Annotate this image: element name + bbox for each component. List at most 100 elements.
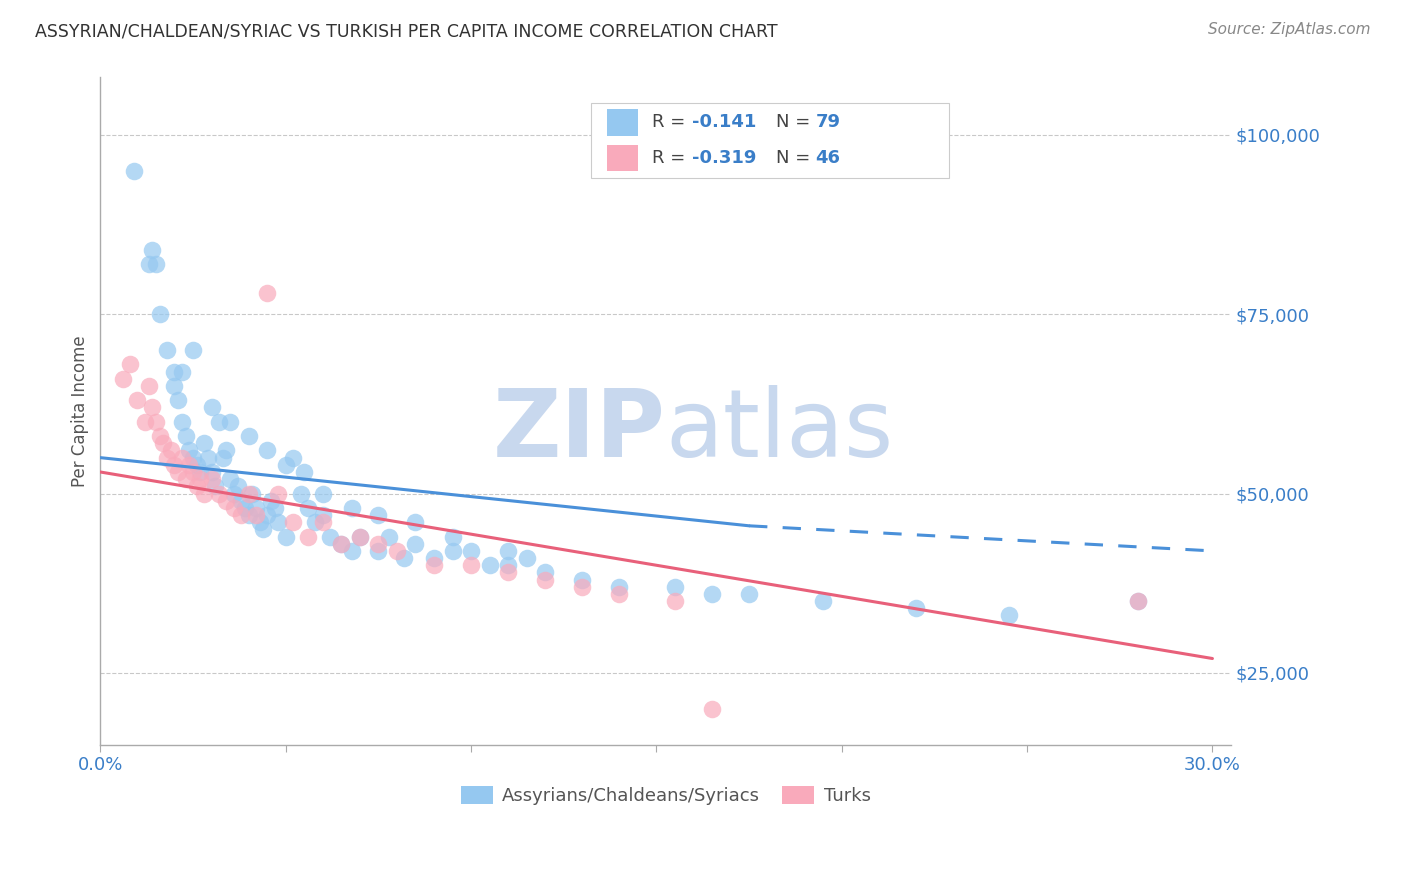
Point <box>252 522 274 536</box>
Point <box>170 365 193 379</box>
Point <box>367 508 389 522</box>
Point <box>163 365 186 379</box>
Point <box>260 493 283 508</box>
Point <box>138 379 160 393</box>
Point <box>138 257 160 271</box>
Point <box>156 343 179 357</box>
Point <box>208 415 231 429</box>
Point <box>312 508 335 522</box>
Point <box>571 580 593 594</box>
Point <box>200 472 222 486</box>
Point <box>208 486 231 500</box>
Point <box>342 500 364 515</box>
Point <box>319 530 342 544</box>
Point <box>496 558 519 573</box>
Text: Source: ZipAtlas.com: Source: ZipAtlas.com <box>1208 22 1371 37</box>
Point <box>219 472 242 486</box>
Point <box>238 486 260 500</box>
Point <box>349 530 371 544</box>
Point <box>170 450 193 465</box>
Point <box>441 530 464 544</box>
Point <box>312 486 335 500</box>
Text: 46: 46 <box>815 149 841 167</box>
Point <box>215 493 238 508</box>
Point <box>186 458 208 472</box>
Point <box>238 508 260 522</box>
Point <box>170 415 193 429</box>
Text: R =: R = <box>652 149 692 167</box>
Point <box>607 580 630 594</box>
Text: atlas: atlas <box>665 385 894 477</box>
Point <box>516 551 538 566</box>
Point <box>156 450 179 465</box>
Point <box>233 500 256 515</box>
Point <box>267 515 290 529</box>
Point <box>378 530 401 544</box>
Point <box>179 458 201 472</box>
Point <box>226 479 249 493</box>
Point <box>245 508 267 522</box>
Point <box>700 702 723 716</box>
Point <box>664 594 686 608</box>
Point <box>441 544 464 558</box>
Point <box>290 486 312 500</box>
Point <box>141 243 163 257</box>
Point <box>274 530 297 544</box>
Legend: Assyrians/Chaldeans/Syriacs, Turks: Assyrians/Chaldeans/Syriacs, Turks <box>454 779 877 813</box>
Text: N =: N = <box>776 113 815 131</box>
Point <box>664 580 686 594</box>
Text: N =: N = <box>776 149 815 167</box>
Text: 79: 79 <box>815 113 841 131</box>
Point <box>496 544 519 558</box>
Point <box>904 601 927 615</box>
Point <box>423 551 446 566</box>
Text: ASSYRIAN/CHALDEAN/SYRIAC VS TURKISH PER CAPITA INCOME CORRELATION CHART: ASSYRIAN/CHALDEAN/SYRIAC VS TURKISH PER … <box>35 22 778 40</box>
Point <box>231 508 253 522</box>
Point <box>367 537 389 551</box>
Point <box>149 307 172 321</box>
Point <box>240 486 263 500</box>
Point <box>571 573 593 587</box>
Point <box>174 472 197 486</box>
Point <box>274 458 297 472</box>
Point <box>700 587 723 601</box>
Point <box>118 358 141 372</box>
Point <box>385 544 408 558</box>
Point <box>122 163 145 178</box>
Point <box>342 544 364 558</box>
Point <box>163 458 186 472</box>
Point <box>404 537 426 551</box>
Point <box>312 515 335 529</box>
Point <box>297 530 319 544</box>
Point <box>193 486 215 500</box>
Point <box>190 472 212 486</box>
Point <box>174 429 197 443</box>
Point <box>181 450 204 465</box>
Point <box>330 537 353 551</box>
Point <box>222 486 245 500</box>
Point <box>256 508 278 522</box>
Point <box>534 566 557 580</box>
Point <box>197 450 219 465</box>
Point <box>152 436 174 450</box>
Point <box>423 558 446 573</box>
Point <box>215 443 238 458</box>
Point <box>159 443 181 458</box>
Point <box>219 415 242 429</box>
Point <box>211 450 233 465</box>
Point <box>367 544 389 558</box>
Point <box>145 415 167 429</box>
Point <box>304 515 326 529</box>
Text: R =: R = <box>652 113 692 131</box>
Point <box>222 500 245 515</box>
Point <box>404 515 426 529</box>
Point <box>134 415 156 429</box>
Point <box>193 436 215 450</box>
Point <box>997 608 1019 623</box>
Point <box>179 443 201 458</box>
Point <box>281 450 304 465</box>
Point <box>149 429 172 443</box>
Point <box>496 566 519 580</box>
Point <box>263 500 285 515</box>
Point <box>181 343 204 357</box>
